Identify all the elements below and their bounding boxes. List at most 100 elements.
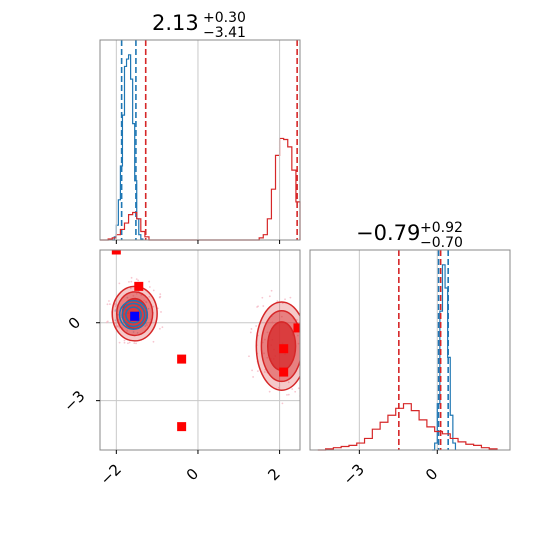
marginal-y-tick-label-1: 0 [422, 465, 441, 484]
marginal-x-frame [99, 39, 301, 241]
scatter-dot [114, 310, 117, 312]
marker-8 [293, 323, 300, 333]
scatter-dot [152, 305, 155, 308]
scatter-dot [158, 327, 161, 330]
scatter-dot [146, 324, 148, 327]
scatter-dot [140, 294, 143, 296]
marginal-y-series-1-step [317, 403, 498, 451]
marginal-y-series-0-step [432, 264, 457, 451]
scatter-dot [278, 386, 280, 389]
joint-ytick-label-1: −3 [60, 387, 88, 415]
scatter-dot [143, 299, 146, 302]
scatter-dot [114, 305, 117, 308]
scatter-dot [105, 321, 108, 324]
scatter-dot [249, 331, 252, 334]
scatter-dot [128, 341, 131, 344]
scatter-dot [135, 278, 138, 281]
scatter-dot [106, 303, 109, 306]
scatter-dot [284, 298, 286, 301]
scatter-dot [152, 289, 155, 292]
scatter-dot [114, 319, 117, 322]
marker-1 [134, 281, 144, 291]
scatter-dot [126, 296, 129, 299]
marker-5 [177, 422, 187, 432]
scatter-dot [296, 334, 299, 337]
scatter-dot [270, 289, 273, 292]
scatter-dot [281, 402, 284, 405]
marginal-y-title-value: −0.79 [356, 221, 420, 245]
scatter-dot [135, 342, 137, 345]
joint-xtick-label-0: −2 [97, 460, 125, 488]
marginal-x-series-1-step [100, 137, 301, 241]
marginal-y-tick-label-0: −3 [340, 460, 368, 488]
marker-3 [130, 311, 140, 321]
scatter-dot [263, 352, 265, 355]
marginal-x-series-0-step [112, 54, 144, 241]
marker-4 [177, 354, 187, 364]
scatter-dot [137, 279, 140, 282]
scatter-dot [294, 390, 297, 393]
scatter-dot [120, 314, 122, 317]
marker-7 [279, 367, 289, 377]
scatter-dot [123, 341, 126, 344]
scatter-dot [286, 393, 288, 396]
scatter-dot [266, 356, 269, 359]
scatter-dot [266, 331, 269, 334]
scatter-dot [312, 359, 314, 361]
scatter-dot [123, 339, 126, 342]
contour-1-level-2 [125, 306, 142, 324]
scatter-dot [252, 376, 255, 378]
scatter-dot [291, 388, 294, 390]
scatter-dot [132, 294, 135, 297]
joint-xtick-label-2: 2 [264, 465, 283, 484]
scatter-dot [133, 342, 136, 344]
scatter-dot [297, 342, 300, 345]
joint-panel: −2 0 2 0 −3 [60, 249, 314, 489]
scatter-dot [159, 293, 162, 296]
contour-1-level-0 [118, 299, 149, 330]
scatter-dot [287, 393, 290, 396]
scatter-dot [297, 387, 300, 390]
marginal-y-panel: −3 0 [309, 249, 511, 489]
joint-xtick-label-1: 0 [183, 465, 202, 484]
scatter-dot [129, 287, 132, 290]
scatter-dot [264, 338, 266, 341]
scatter-dot [304, 368, 306, 370]
contour-1-level-1 [121, 302, 146, 328]
scatter-dot [152, 340, 155, 343]
joint-frame [99, 249, 301, 451]
scatter-dot [160, 311, 162, 313]
marginal-y-frame [309, 249, 511, 451]
scatter-dot [127, 342, 129, 345]
scatter-dot [287, 381, 290, 384]
scatter-dot [158, 296, 161, 299]
scatter-dot [250, 328, 253, 330]
marker-0 [111, 250, 121, 255]
scatter-dot [271, 321, 274, 324]
scatter-dot [148, 295, 151, 298]
scatter-dot [145, 322, 148, 325]
scatter-dot [116, 325, 118, 328]
scatter-dot [118, 341, 121, 344]
scatter-dot [130, 280, 133, 283]
scatter-dot [306, 383, 308, 385]
marker-6 [279, 344, 289, 354]
scatter-dot [302, 376, 304, 378]
scatter-dot [301, 309, 303, 311]
scatter-dot [261, 296, 264, 299]
marginal-y-title-upper: +0.92 [420, 220, 463, 236]
scatter-dot [136, 331, 139, 334]
scatter-dot [144, 325, 147, 327]
scatter-dot [307, 356, 309, 358]
scatter-dot [147, 307, 150, 310]
scatter-dot [268, 295, 271, 298]
scatter-dot [145, 301, 148, 304]
marginal-x-title-lower: −3.41 [203, 25, 246, 41]
scatter-dot [126, 329, 129, 332]
scatter-dot [114, 322, 116, 325]
scatter-dot [161, 326, 164, 329]
marginal-x-title-value: 2.13 [152, 11, 199, 35]
scatter-dot [268, 390, 271, 393]
scatter-dot [263, 371, 266, 373]
